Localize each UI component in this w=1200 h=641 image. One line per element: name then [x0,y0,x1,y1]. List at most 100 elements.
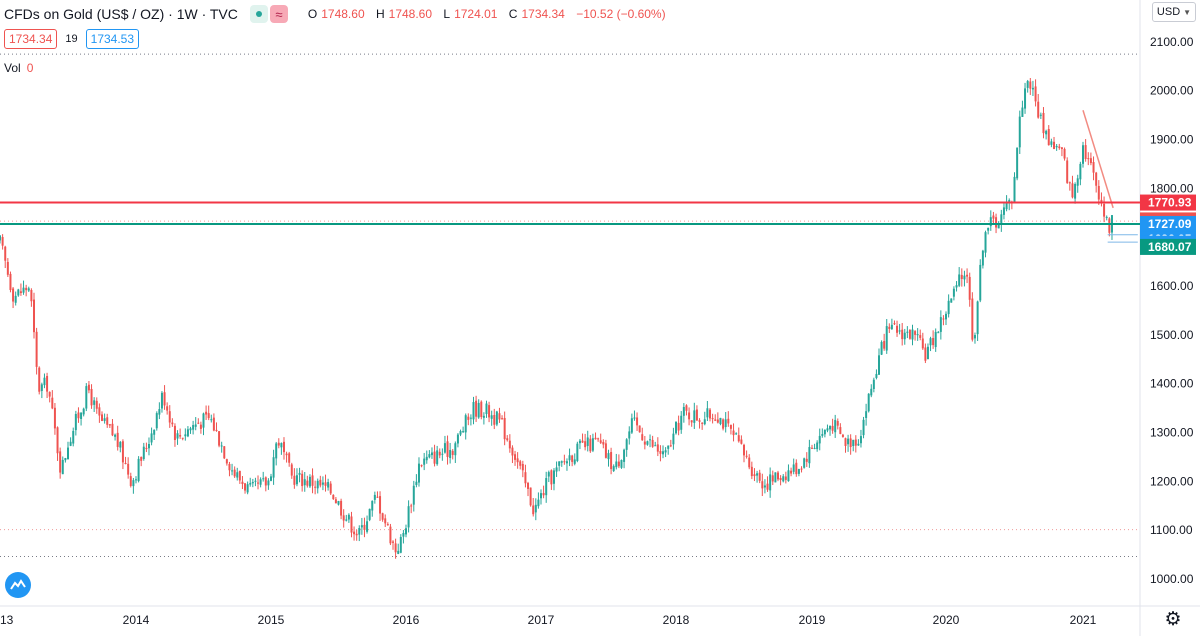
candle-body [498,413,501,420]
candle-body [282,441,285,453]
candle-body [963,275,966,280]
y-tick-label: 1300.00 [1150,426,1194,440]
candle-body [410,505,413,507]
trade-panel: 1734.34 19 1734.53 [4,29,140,49]
candle-body [293,475,296,485]
candle-body [893,323,896,325]
candle-body [1071,183,1074,198]
candle-body [495,411,498,425]
candle-body [1087,158,1090,160]
status-indicators: ≈ [249,5,288,23]
candle-body [766,483,769,490]
candle-body [332,494,335,500]
candle-body [955,285,958,288]
candle-body [168,411,171,423]
tradingview-logo-icon[interactable] [5,572,31,598]
candle-body [280,443,283,448]
candle-body [415,481,418,485]
candle-body [160,392,163,409]
candle-body [732,430,735,436]
candle-body [469,417,472,419]
candle-body [171,422,174,425]
candle-body [306,480,309,486]
candle-body [298,472,301,475]
candle-body [565,461,568,464]
candle-body [784,476,787,480]
candle-body [1103,203,1106,217]
candle-body [844,438,847,446]
candle-body [163,392,166,406]
candle-body [316,480,319,489]
candle-body [803,458,806,468]
candle-body [399,537,402,553]
candle-body [251,481,254,484]
symbol-header: CFDs on Gold (US$ / OZ) · 1W · TVC ≈ O 17… [4,4,670,24]
sell-button[interactable]: 1734.34 [4,29,58,49]
candle-body [703,419,706,425]
candle-body [12,288,15,302]
candle-body [805,458,808,462]
candle-body [231,470,234,472]
candle-body [1000,214,1003,225]
candle-body [1005,202,1008,210]
candle-body [675,421,677,434]
candle-body [589,438,592,452]
candle-body [875,373,878,378]
candle-body [82,408,85,415]
candle-body [17,289,20,296]
candle-body [314,486,317,488]
low-mark-tag: 1680.07 [1148,240,1192,254]
candle-body [756,473,759,476]
candle-body [285,453,288,456]
candle-body [1074,183,1077,199]
candle-body [973,335,976,339]
candle-body [197,422,200,424]
candle-body [173,425,176,441]
candle-body [142,446,145,459]
volume-legend[interactable]: Vol 0 [4,61,33,75]
candle-body [1039,114,1042,116]
candle-body [693,410,696,423]
candle-body [223,446,226,459]
candle-body [779,477,782,481]
candle-body [906,331,909,333]
candle-body [1079,163,1082,180]
candle-body [727,418,730,424]
data-delay-icon[interactable]: ≈ [269,5,288,23]
candle-body [958,274,961,286]
gear-icon[interactable]: ⚙ [1164,609,1182,630]
candle-body [854,439,857,446]
candle-body [669,445,672,447]
candle-body [103,418,106,421]
candle-body [586,437,589,446]
candle-body [811,447,813,449]
candle-body [85,386,88,409]
candle-body [22,287,25,293]
candle-body [392,541,395,543]
candle-body [350,516,353,533]
symbol-title[interactable]: CFDs on Gold (US$ / OZ) · 1W · TVC [4,6,238,22]
buy-button[interactable]: 1734.53 [85,29,140,49]
candle-body [181,437,184,439]
candle-body [295,475,298,485]
currency-dropdown[interactable]: USD ▼ [1152,2,1196,22]
candle-body [519,461,522,466]
market-status-icon[interactable] [249,5,268,23]
candle-body [829,426,832,430]
candle-body [578,440,581,444]
chevron-down-icon: ▼ [1183,7,1192,17]
candle-body [25,287,28,291]
candle-body [677,422,680,431]
candle-body [682,406,685,416]
candle-body [327,482,330,488]
candle-body [1089,158,1092,164]
candle-body [420,465,423,467]
candle-body [782,476,785,482]
candle-body [573,459,576,464]
change-value: −10.52 (−0.60%) [576,7,666,21]
candle-body [433,451,436,464]
candle-body [40,384,43,391]
candle-body [524,472,527,484]
